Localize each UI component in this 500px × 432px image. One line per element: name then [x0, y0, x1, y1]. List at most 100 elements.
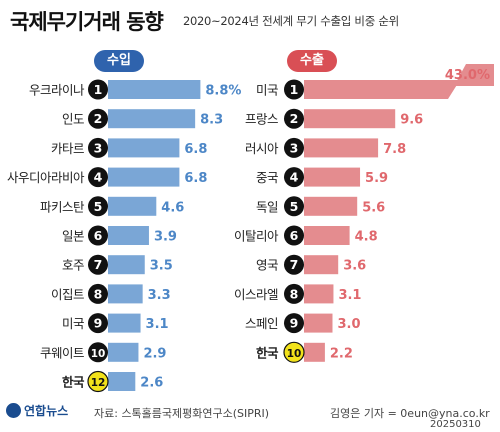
import-bar: [108, 109, 196, 129]
export-rank-badge: [284, 196, 304, 217]
publisher-logo: 연합뉴스: [6, 402, 68, 419]
publish-date: 20250310: [430, 419, 481, 430]
import-rank-badge: [88, 254, 108, 275]
import-category-label: 일본: [62, 229, 84, 244]
import-value-label: 3.9: [154, 230, 177, 245]
export-rank-number: 2: [290, 111, 299, 126]
export-category-label: 이스라엘: [234, 287, 278, 302]
import-rank-badge: [88, 342, 108, 363]
export-bar: [304, 313, 333, 333]
export-value-label: 7.8: [383, 142, 406, 157]
import-category-label: 쿠웨이트: [40, 345, 84, 360]
import-value-label: 3.1: [146, 317, 169, 332]
import-rank-number: 9: [94, 316, 103, 331]
import-rank-badge: [88, 167, 108, 188]
import-category-label: 한국: [62, 375, 85, 390]
import-rank-badge: [88, 137, 108, 158]
export-rank-number: 10: [287, 348, 302, 360]
import-rank-badge: [87, 370, 109, 393]
import-rank-number: 1: [94, 82, 103, 97]
export-rank-badge: [284, 254, 304, 275]
source-note: 자료: 스톡홀름국제평화연구소(SIPRI): [94, 407, 270, 420]
export-category-label: 스페인: [245, 316, 278, 331]
import-category-label: 미국: [62, 316, 84, 331]
logo-mark-icon: [6, 403, 21, 418]
export-rank-number: 1: [290, 82, 299, 97]
export-bar: [304, 80, 460, 99]
import-rank-badge: [88, 225, 108, 246]
export-bar: [304, 109, 396, 129]
export-rank-badge: [284, 108, 304, 129]
export-bar: [304, 226, 350, 245]
import-value-label: 6.8: [184, 142, 207, 157]
import-category-label: 이집트: [51, 287, 84, 302]
import-bar: [108, 342, 139, 362]
import-value-label: 8.3: [200, 113, 223, 128]
export-category-label: 한국: [256, 345, 279, 360]
export-category-label: 프랑스: [245, 112, 278, 127]
import-bar: [108, 80, 201, 99]
export-rank-number: 5: [290, 199, 299, 214]
export-rank-badge: [284, 313, 304, 334]
export-rank-number: 3: [290, 140, 299, 155]
import-value-label: 6.8: [184, 171, 207, 186]
import-value-label: 8.8%: [205, 84, 241, 99]
export-category-label: 영국: [256, 258, 278, 273]
export-category-label: 미국: [256, 83, 278, 98]
import-bar: [108, 284, 143, 304]
import-rank-badge: [88, 313, 108, 334]
export-rank-badge: [283, 341, 305, 363]
import-value-label: 4.6: [161, 200, 184, 215]
export-bar: [304, 138, 379, 158]
export-bar: [304, 196, 358, 216]
export-value-label: 3.6: [343, 259, 366, 274]
export-category-label: 이탈리아: [234, 229, 279, 244]
import-bar: [108, 196, 157, 216]
export-category-label: 독일: [256, 199, 278, 214]
page-subtitle: 2020~2024년 전세계 무기 수출입 비중 순위: [183, 14, 399, 28]
import-rank-number: 7: [94, 257, 103, 272]
export-section-label: 수출: [287, 50, 337, 72]
export-bar-overflow: [454, 64, 494, 86]
import-value-label: 2.6: [140, 376, 163, 391]
export-rank-badge: [284, 225, 304, 246]
import-rank-number: 5: [94, 199, 103, 214]
export-value-label: 9.6: [400, 113, 423, 128]
import-rank-badge: [88, 79, 108, 100]
import-category-label: 호주: [62, 258, 84, 273]
import-rank-badge: [88, 108, 108, 129]
import-rank-number: 6: [94, 228, 103, 243]
import-category-label: 파키스탄: [40, 199, 85, 214]
publisher-logo-text: 연합뉴스: [24, 404, 69, 418]
import-bar: [108, 167, 180, 187]
import-bar: [108, 372, 136, 391]
import-value-label: 3.5: [150, 259, 173, 274]
import-rank-number: 3: [94, 140, 103, 155]
export-value-label: 4.8: [355, 230, 378, 245]
export-rank-badge: [284, 167, 304, 188]
export-rank-badge: [284, 137, 304, 158]
import-rank-number: 2: [94, 111, 103, 126]
export-value-label: 43.0%: [445, 68, 490, 83]
import-value-label: 3.3: [148, 288, 171, 303]
import-category-label: 사우디아라비아: [7, 170, 85, 185]
export-rank-number: 6: [290, 228, 299, 243]
export-value-label: 5.6: [362, 200, 385, 215]
export-rank-number: 9: [290, 316, 299, 331]
export-value-label: 3.1: [338, 288, 361, 303]
export-bar: [304, 284, 334, 304]
export-category-label: 러시아: [245, 141, 279, 156]
export-rank-number: 4: [290, 170, 299, 185]
byline: 김영은 기자 = 0eun@yna.co.kr: [330, 407, 490, 420]
import-category-label: 우크라이나: [29, 83, 85, 98]
import-rank-number: 10: [91, 348, 106, 360]
import-category-label: 카타르: [51, 141, 84, 156]
import-category-label: 인도: [62, 112, 84, 127]
page-title: 국제무기거래 동향: [10, 10, 164, 34]
import-rank-number: 12: [91, 377, 106, 389]
import-bar: [108, 313, 141, 333]
import-section-label: 수입: [94, 50, 144, 72]
export-value-label: 5.9: [365, 171, 388, 186]
export-rank-badge: [284, 79, 304, 100]
import-bar: [108, 226, 149, 245]
